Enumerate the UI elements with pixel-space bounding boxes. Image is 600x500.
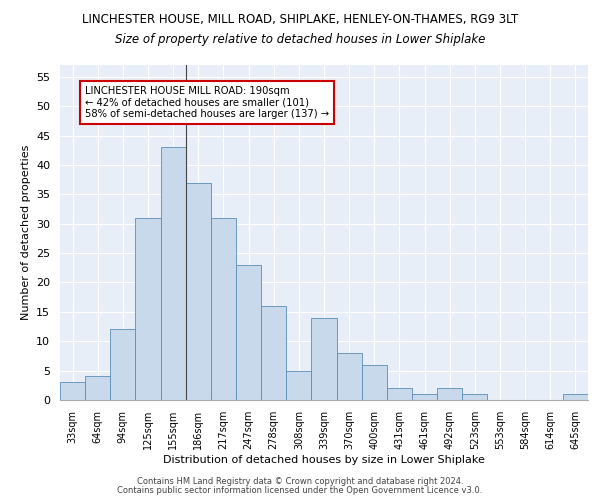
Bar — [161, 148, 186, 400]
Y-axis label: Number of detached properties: Number of detached properties — [20, 145, 31, 320]
Text: Contains public sector information licensed under the Open Government Licence v3: Contains public sector information licen… — [118, 486, 482, 495]
Bar — [563, 394, 588, 400]
Text: Contains HM Land Registry data © Crown copyright and database right 2024.: Contains HM Land Registry data © Crown c… — [137, 477, 463, 486]
Bar — [236, 265, 261, 400]
Bar — [60, 382, 85, 400]
Bar — [337, 353, 362, 400]
Bar — [85, 376, 110, 400]
Bar — [311, 318, 337, 400]
X-axis label: Distribution of detached houses by size in Lower Shiplake: Distribution of detached houses by size … — [163, 454, 485, 464]
Bar — [186, 182, 211, 400]
Text: LINCHESTER HOUSE, MILL ROAD, SHIPLAKE, HENLEY-ON-THAMES, RG9 3LT: LINCHESTER HOUSE, MILL ROAD, SHIPLAKE, H… — [82, 12, 518, 26]
Bar — [412, 394, 437, 400]
Bar — [211, 218, 236, 400]
Bar — [286, 370, 311, 400]
Bar — [136, 218, 161, 400]
Bar — [387, 388, 412, 400]
Bar — [362, 364, 387, 400]
Text: Size of property relative to detached houses in Lower Shiplake: Size of property relative to detached ho… — [115, 32, 485, 46]
Bar — [462, 394, 487, 400]
Bar — [261, 306, 286, 400]
Bar — [437, 388, 462, 400]
Bar — [110, 330, 136, 400]
Text: LINCHESTER HOUSE MILL ROAD: 190sqm
← 42% of detached houses are smaller (101)
58: LINCHESTER HOUSE MILL ROAD: 190sqm ← 42%… — [85, 86, 329, 119]
